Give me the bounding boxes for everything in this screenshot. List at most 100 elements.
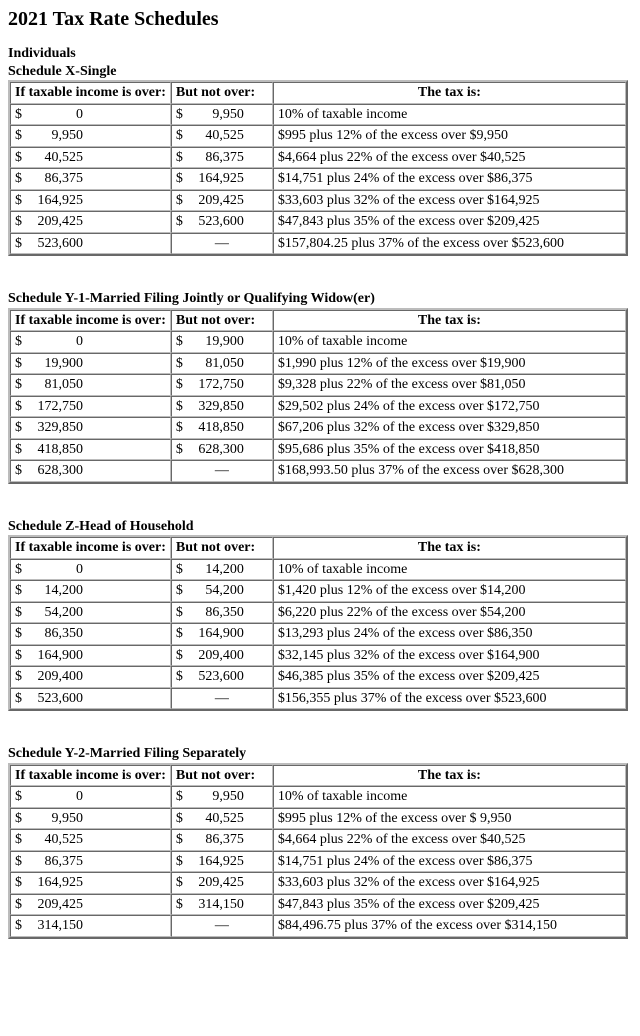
money-cell: $ 86,350: [10, 623, 171, 645]
table-row: $ 0$ 9,95010% of taxable income: [10, 104, 626, 126]
table-row: $164,900$209,400$32,145 plus 32% of the …: [10, 645, 626, 667]
table-row: $ 9,950$ 40,525$995 plus 12% of the exce…: [10, 808, 626, 830]
tax-description: $4,664 plus 22% of the excess over $40,5…: [273, 829, 626, 851]
money-cell: $209,425: [10, 211, 171, 233]
money-cell: $ 86,375: [10, 168, 171, 190]
money-cell: $172,750: [171, 374, 273, 396]
money-cell: $628,300: [10, 460, 171, 482]
money-cell: $329,850: [10, 417, 171, 439]
money-cell: $ 19,900: [10, 353, 171, 375]
money-cell-empty: —: [171, 460, 273, 482]
money-cell: $ 86,375: [171, 829, 273, 851]
tax-description: $4,664 plus 22% of the excess over $40,5…: [273, 147, 626, 169]
tax-description: 10% of taxable income: [273, 559, 626, 581]
col-header-not-over: But not over:: [171, 537, 273, 559]
money-cell: $164,925: [10, 190, 171, 212]
money-cell: $ 40,525: [10, 147, 171, 169]
money-cell: $ 0: [10, 331, 171, 353]
table-row: $209,425$523,600$47,843 plus 35% of the …: [10, 211, 626, 233]
money-cell: $209,425: [10, 894, 171, 916]
table-row: $ 81,050$172,750$9,328 plus 22% of the e…: [10, 374, 626, 396]
tax-table: If taxable income is over:But not over:T…: [8, 763, 628, 939]
tax-description: $47,843 plus 35% of the excess over $209…: [273, 894, 626, 916]
tax-description: $33,603 plus 32% of the excess over $164…: [273, 190, 626, 212]
money-cell: $ 19,900: [171, 331, 273, 353]
tax-description: 10% of taxable income: [273, 104, 626, 126]
tax-description: $13,293 plus 24% of the excess over $86,…: [273, 623, 626, 645]
money-cell: $ 9,950: [171, 104, 273, 126]
table-header-row: If taxable income is over:But not over:T…: [10, 537, 626, 559]
tax-description: $1,990 plus 12% of the excess over $19,9…: [273, 353, 626, 375]
table-row: $ 14,200$ 54,200$1,420 plus 12% of the e…: [10, 580, 626, 602]
tax-description: 10% of taxable income: [273, 786, 626, 808]
individuals-label: Individuals: [8, 45, 632, 63]
money-cell: $209,425: [171, 872, 273, 894]
money-cell: $ 14,200: [171, 559, 273, 581]
tax-description: $14,751 plus 24% of the excess over $86,…: [273, 851, 626, 873]
money-cell: $418,850: [171, 417, 273, 439]
col-header-over: If taxable income is over:: [10, 537, 171, 559]
schedule-title: Schedule X-Single: [8, 63, 632, 81]
money-cell: $ 54,200: [10, 602, 171, 624]
tax-table: If taxable income is over:But not over:T…: [8, 308, 628, 484]
money-cell: $164,900: [171, 623, 273, 645]
table-row: $ 86,375$164,925$14,751 plus 24% of the …: [10, 168, 626, 190]
table-row: $ 40,525$ 86,375$4,664 plus 22% of the e…: [10, 829, 626, 851]
schedule-block: Schedule Z-Head of HouseholdIf taxable i…: [8, 518, 632, 712]
table-row: $209,425$314,150$47,843 plus 35% of the …: [10, 894, 626, 916]
schedule-title: Schedule Y-1-Married Filing Jointly or Q…: [8, 290, 632, 308]
money-cell: $ 40,525: [10, 829, 171, 851]
money-cell: $628,300: [171, 439, 273, 461]
money-cell: $ 86,350: [171, 602, 273, 624]
money-cell: $ 86,375: [171, 147, 273, 169]
tax-description: $168,993.50 plus 37% of the excess over …: [273, 460, 626, 482]
table-row: $523,600—$157,804.25 plus 37% of the exc…: [10, 233, 626, 255]
tax-description: $157,804.25 plus 37% of the excess over …: [273, 233, 626, 255]
money-cell: $ 40,525: [171, 808, 273, 830]
table-row: $164,925$209,425$33,603 plus 32% of the …: [10, 190, 626, 212]
tax-description: $6,220 plus 22% of the excess over $54,2…: [273, 602, 626, 624]
money-cell: $523,600: [171, 666, 273, 688]
money-cell: $ 40,525: [171, 125, 273, 147]
tax-description: $47,843 plus 35% of the excess over $209…: [273, 211, 626, 233]
table-row: $ 86,375$164,925$14,751 plus 24% of the …: [10, 851, 626, 873]
money-cell: $ 14,200: [10, 580, 171, 602]
money-cell: $314,150: [10, 915, 171, 937]
tax-description: $32,145 plus 32% of the excess over $164…: [273, 645, 626, 667]
tax-description: $95,686 plus 35% of the excess over $418…: [273, 439, 626, 461]
table-row: $ 0$ 19,90010% of taxable income: [10, 331, 626, 353]
tax-description: $14,751 plus 24% of the excess over $86,…: [273, 168, 626, 190]
tax-description: $995 plus 12% of the excess over $9,950: [273, 125, 626, 147]
money-cell: $ 81,050: [171, 353, 273, 375]
table-row: $329,850$418,850$67,206 plus 32% of the …: [10, 417, 626, 439]
money-cell: $418,850: [10, 439, 171, 461]
tax-description: $995 plus 12% of the excess over $ 9,950: [273, 808, 626, 830]
money-cell: $ 0: [10, 786, 171, 808]
col-header-over: If taxable income is over:: [10, 310, 171, 332]
money-cell: $172,750: [10, 396, 171, 418]
table-row: $ 54,200$ 86,350$6,220 plus 22% of the e…: [10, 602, 626, 624]
table-row: $418,850$628,300$95,686 plus 35% of the …: [10, 439, 626, 461]
tax-description: $9,328 plus 22% of the excess over $81,0…: [273, 374, 626, 396]
money-cell: $314,150: [171, 894, 273, 916]
tax-table: If taxable income is over:But not over:T…: [8, 535, 628, 711]
money-cell: $ 54,200: [171, 580, 273, 602]
col-header-not-over: But not over:: [171, 765, 273, 787]
money-cell: $329,850: [171, 396, 273, 418]
money-cell: $ 9,950: [10, 125, 171, 147]
tax-description: 10% of taxable income: [273, 331, 626, 353]
tax-description: $33,603 plus 32% of the excess over $164…: [273, 872, 626, 894]
money-cell-empty: —: [171, 688, 273, 710]
col-header-tax: The tax is:: [273, 310, 626, 332]
tax-description: $156,355 plus 37% of the excess over $52…: [273, 688, 626, 710]
tax-description: $1,420 plus 12% of the excess over $14,2…: [273, 580, 626, 602]
table-header-row: If taxable income is over:But not over:T…: [10, 82, 626, 104]
col-header-tax: The tax is:: [273, 765, 626, 787]
money-cell: $ 9,950: [10, 808, 171, 830]
table-row: $628,300—$168,993.50 plus 37% of the exc…: [10, 460, 626, 482]
table-row: $ 0$ 14,20010% of taxable income: [10, 559, 626, 581]
tax-description: $46,385 plus 35% of the excess over $209…: [273, 666, 626, 688]
money-cell: $164,925: [10, 872, 171, 894]
money-cell: $209,400: [171, 645, 273, 667]
table-row: $164,925$209,425$33,603 plus 32% of the …: [10, 872, 626, 894]
